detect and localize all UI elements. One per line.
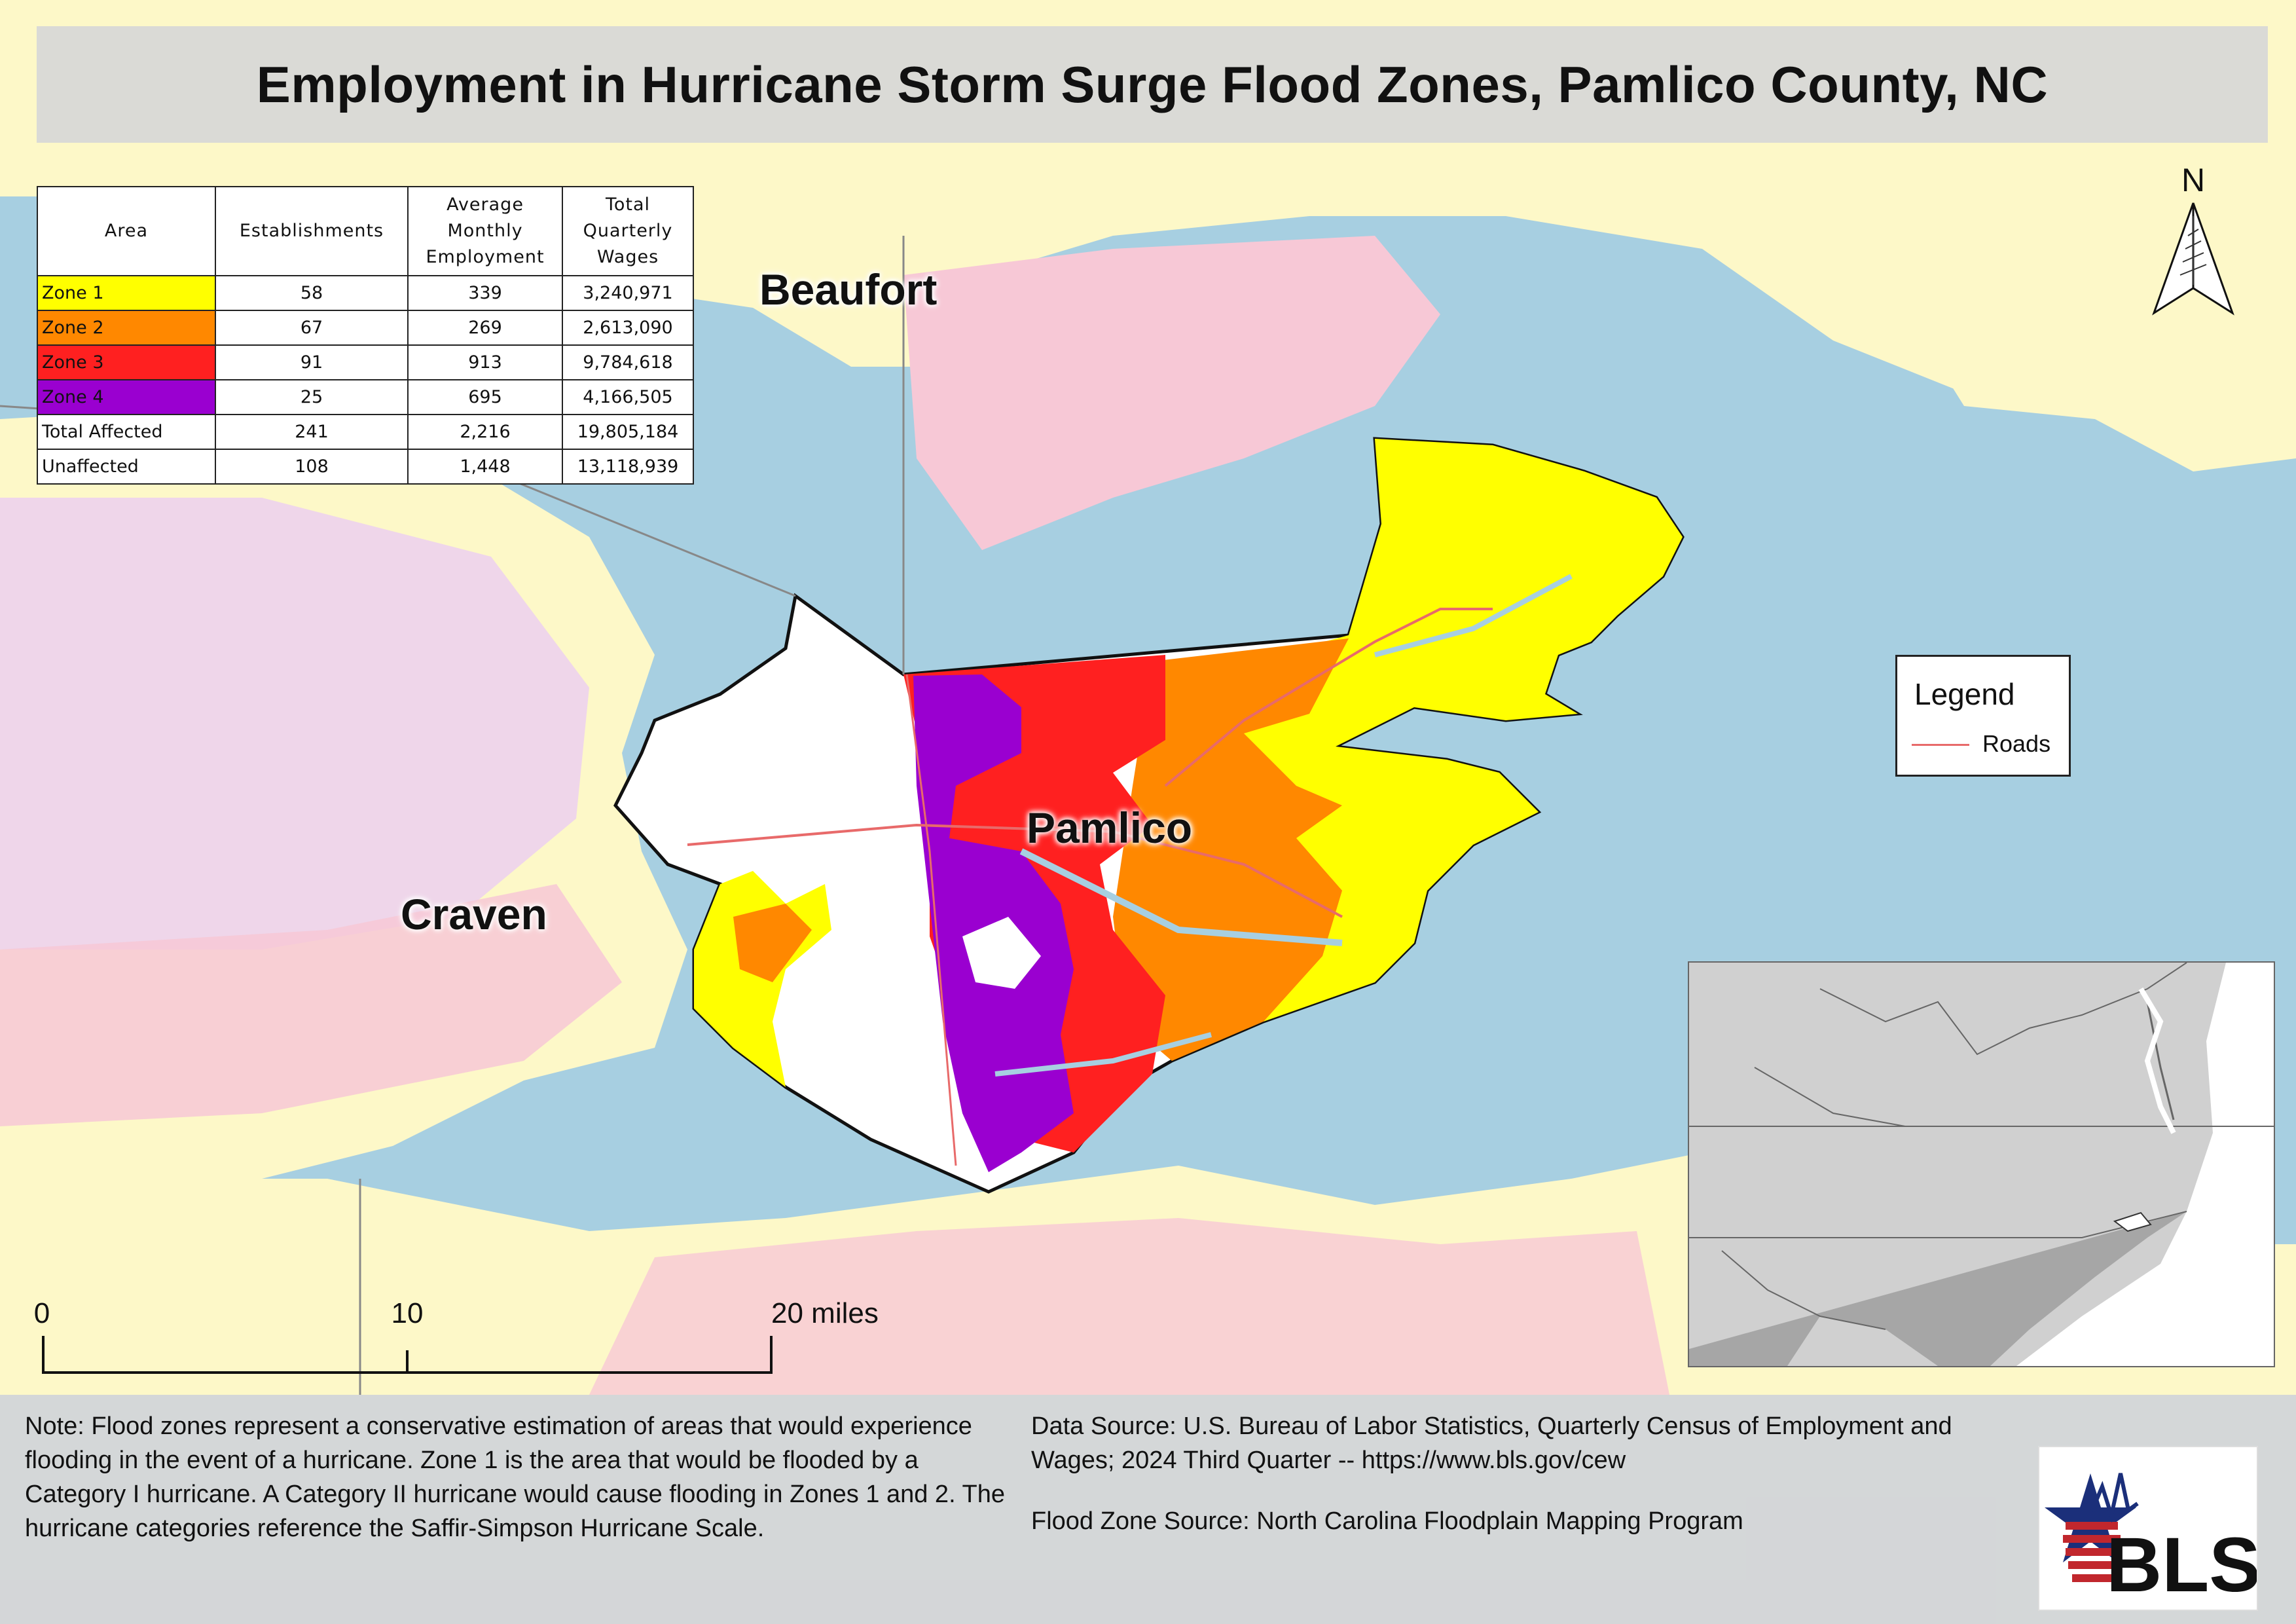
cell-establishments: 91 [215,344,409,380]
zone-west-fringe-red [733,904,812,982]
north-arrow-icon: N [2152,164,2234,316]
footer-panel: Note: Flood zones represent a conservati… [0,1395,2296,1624]
land-west-pink [0,884,622,1126]
table-row: Total Affected 241 2,216 19,805,184 [37,414,694,450]
inset-ocean [2016,963,2274,1366]
data-source: Data Source: U.S. Bureau of Labor Statis… [1031,1412,1952,1474]
scale-bar: 0 10 20 miles [34,1297,879,1374]
cell-establishments: 67 [215,310,409,346]
roads-legend-label: Roads [1982,730,2051,757]
footer-note: Note: Flood zones represent a conservati… [25,1412,1005,1542]
table-row: Unaffected 108 1,448 13,118,939 [37,449,694,485]
cell-area: Zone 1 [37,275,216,311]
table-row: Zone 1 58 339 3,240,971 [37,275,694,311]
creek-3 [1374,574,1573,657]
cell-area: Zone 2 [37,310,216,346]
cell-establishments: 108 [215,449,409,485]
scale-tick-10: 10 [392,1297,424,1329]
cell-wages: 9,784,618 [562,344,694,380]
cell-wages: 2,613,090 [562,310,694,346]
county-label-craven: Craven [401,890,547,938]
header-wages-line3: Wages [596,247,659,267]
cell-employment: 2,216 [407,414,563,450]
cell-area: Total Affected [37,414,216,450]
table-row: Zone 2 67 269 2,613,090 [37,310,694,346]
cell-employment: 913 [407,344,563,380]
zone4-hole [962,917,1041,989]
cell-area: Unaffected [37,449,216,485]
title-bar: Employment in Hurricane Storm Surge Floo… [37,26,2268,143]
legend-title: Legend [1914,677,2015,711]
header-wages-line2: Quarterly [583,221,673,241]
county-label-pamlico: Pamlico [1027,803,1193,852]
header-wages-line1: Total [605,194,651,215]
cell-employment: 269 [407,310,563,346]
creek-2 [994,1032,1212,1077]
cell-employment: 695 [407,379,563,415]
header-employment-line3: Employment [426,247,545,267]
scale-tick-0: 0 [34,1297,50,1329]
header-establishments: Establishments [215,186,409,276]
zone2-area [1113,638,1349,1061]
road-east-west [687,823,1343,918]
employment-table: Area Establishments Average Monthly Empl… [37,186,694,485]
table-header-row: Area Establishments Average Monthly Empl… [37,186,694,276]
scale-tick-20: 20 miles [771,1297,879,1329]
map-legend: Legend Roads [1895,655,2071,777]
roads-legend-swatch [1912,744,1969,746]
bls-logo-text: BLS [2106,1522,2258,1608]
bls-logo-icon: BLS [2038,1446,2258,1611]
cell-wages: 13,118,939 [562,449,694,485]
cell-employment: 339 [407,275,563,311]
cell-area: Zone 4 [37,379,216,415]
cell-wages: 19,805,184 [562,414,694,450]
cell-establishments: 25 [215,379,409,415]
cell-employment: 1,448 [407,449,563,485]
flood-zone-source: Flood Zone Source: North Carolina Floodp… [1031,1507,1743,1535]
header-employment-line1: Average [446,194,524,215]
north-arrow-label: N [2181,164,2205,198]
pamlico-county [613,437,1685,1194]
creek [1019,848,1343,946]
header-wages: Total Quarterly Wages [562,186,694,276]
inset-pamlico-highlight [2113,1211,2152,1232]
land-east [1899,249,2296,471]
table-body: Zone 1 58 339 3,240,971 Zone 2 67 269 2,613,090… [37,275,694,485]
land-south-pink [589,1218,1669,1395]
table-row: Zone 3 91 913 9,784,618 [37,344,694,380]
table-row: Zone 4 25 695 4,166,505 [37,379,694,415]
cell-establishments: 241 [215,414,409,450]
cell-area: Zone 3 [37,344,216,380]
county-label-beaufort: Beaufort [759,265,938,314]
cell-wages: 4,166,505 [562,379,694,415]
cell-establishments: 58 [215,275,409,311]
header-area: Area [37,186,216,276]
map-title: Employment in Hurricane Storm Surge Floo… [256,55,2049,113]
cell-wages: 3,240,971 [562,275,694,311]
land-north-pink [903,236,1440,550]
land-west-lavender [0,498,589,950]
road-county-line [905,674,957,1166]
header-employment: Average Monthly Employment [407,186,563,276]
inset-locator-map [1688,961,2275,1367]
road-north [1164,608,1493,787]
header-employment-line2: Monthly [447,221,523,241]
